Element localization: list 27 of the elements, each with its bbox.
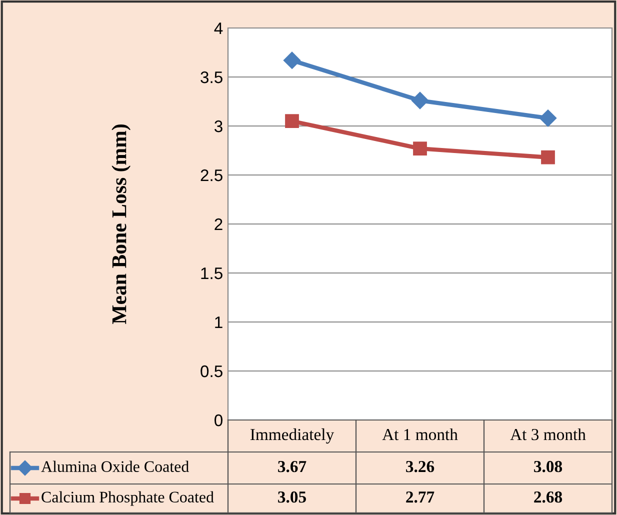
y-axis-title: Mean Bone Loss (mm) bbox=[112, 124, 131, 324]
y-tick-label: 2.5 bbox=[200, 169, 222, 182]
data-label: 2.77 bbox=[406, 491, 434, 503]
point bbox=[411, 92, 429, 110]
y-tick-label: 0 bbox=[214, 414, 222, 426]
legend-label: Calcium Phosphate Coated bbox=[42, 491, 214, 506]
point bbox=[541, 150, 555, 164]
point bbox=[285, 114, 299, 128]
y-tick-label: 0.5 bbox=[200, 365, 222, 378]
data-label: 2.68 bbox=[534, 491, 562, 503]
point bbox=[413, 142, 427, 156]
y-tick-label: 2 bbox=[214, 218, 222, 230]
point bbox=[283, 52, 301, 69]
data-label: 3.08 bbox=[534, 460, 562, 472]
data-label: 3.26 bbox=[406, 460, 434, 472]
y-tick-label: 1.5 bbox=[201, 268, 222, 280]
data-label: 3.05 bbox=[278, 491, 306, 503]
y-tick-label: 3 bbox=[214, 120, 222, 132]
legend-label: Alumina Oxide Coated bbox=[41, 460, 189, 472]
x-tick-label: At 1 month bbox=[382, 428, 458, 440]
x-tick-label: Immediately bbox=[250, 428, 334, 444]
data-label: 3.67 bbox=[278, 460, 306, 472]
y-tick-label: 4 bbox=[214, 22, 223, 34]
y-tick-label: 1 bbox=[215, 316, 222, 328]
x-tick-label: At 3 month bbox=[510, 428, 586, 440]
y-tick-label: 3.5 bbox=[200, 71, 222, 84]
point bbox=[539, 110, 557, 127]
